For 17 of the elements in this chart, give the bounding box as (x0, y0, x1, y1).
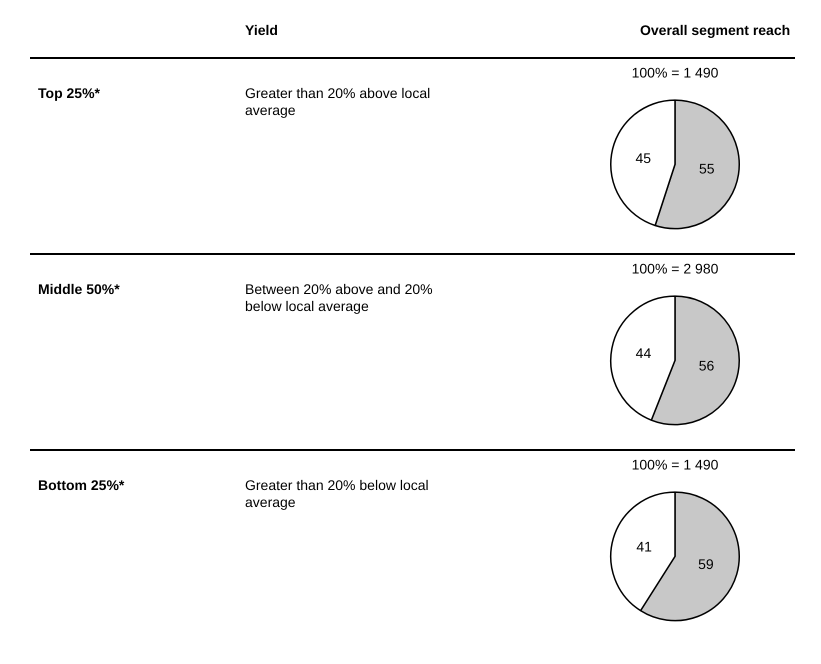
data-label: 59 (698, 556, 714, 572)
text: Between 20% above and 20% below local average (245, 281, 434, 315)
data-label: 41 (636, 538, 652, 554)
text: Greater than 20% below local average (245, 477, 430, 511)
text: Greater than 20% above local average (245, 85, 432, 119)
text: Yield (245, 22, 278, 38)
data-label: 44 (636, 345, 652, 362)
data-label: 56 (698, 357, 715, 374)
chart-title: 100% = 1 490 (632, 64, 719, 80)
text: Middle 50%* (38, 281, 120, 297)
chart-title: 100% = 1 490 (632, 456, 719, 472)
text: Top 25%* (38, 85, 100, 101)
data-label: 45 (635, 150, 652, 166)
data-label: 55 (698, 160, 715, 176)
text: Bottom 25%* (38, 477, 124, 493)
text: Overall segment reach (640, 22, 790, 38)
chart-title: 100% = 2 980 (632, 260, 719, 276)
